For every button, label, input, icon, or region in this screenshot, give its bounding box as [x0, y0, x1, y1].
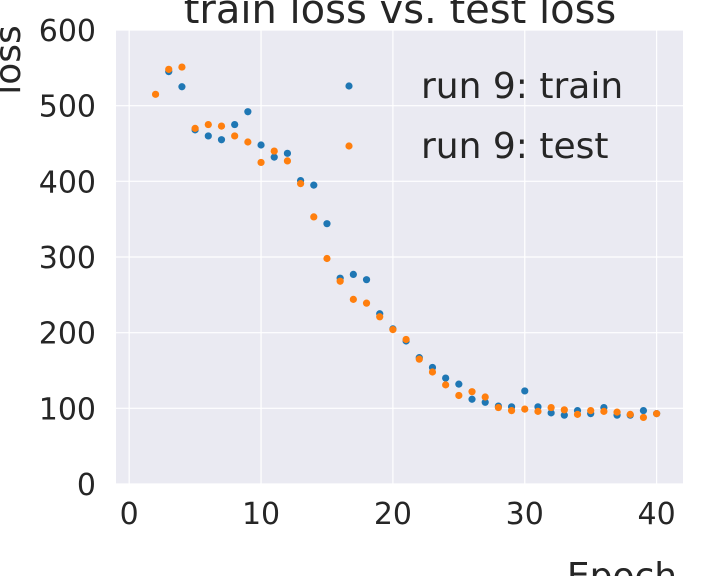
legend-label: run 9: test [421, 126, 609, 167]
series-1-point [481, 393, 489, 401]
y-tick-label: 400 [39, 165, 96, 200]
series-1-point [217, 122, 226, 130]
series-1-point [560, 406, 568, 414]
series-0-point [547, 409, 555, 417]
series-0-point [283, 149, 292, 157]
series-1-point [362, 299, 371, 307]
legend-label: run 9: train [421, 66, 623, 107]
series-1-point [428, 368, 437, 376]
y-tick-label: 500 [39, 90, 96, 125]
series-1-point [573, 410, 582, 418]
y-axis-label: loss [0, 25, 29, 95]
x-tick-label: 10 [242, 497, 280, 532]
series-1-point [494, 403, 502, 412]
series-0-point [270, 153, 278, 161]
series-1-point [191, 124, 199, 132]
series-0-point [481, 398, 489, 406]
x-axis-label: Epoch [567, 556, 677, 576]
series-1-point [297, 180, 305, 188]
series-1-point [257, 158, 265, 167]
legend-marker [345, 142, 353, 150]
series-1-point [244, 138, 252, 146]
series-0-point [560, 411, 568, 419]
series-1-point [231, 132, 239, 140]
series-0-point [323, 220, 331, 228]
series-1-point [547, 403, 555, 412]
y-tick-label: 0 [77, 468, 96, 503]
series-0-point [204, 132, 212, 140]
y-tick-label: 100 [39, 392, 96, 427]
y-tick-label: 600 [39, 14, 96, 49]
series-0-point [257, 141, 265, 149]
x-tick-label: 30 [506, 497, 544, 532]
series-0-point [349, 270, 357, 279]
x-tick-label: 40 [638, 497, 676, 532]
series-0-point [362, 276, 371, 284]
series-0-point [310, 181, 318, 189]
series-1-point [310, 213, 318, 221]
series-1-point [389, 326, 397, 334]
chart-title: train loss vs. test loss [184, 0, 617, 33]
series-0-point [455, 380, 463, 388]
series-1-point [455, 391, 463, 400]
series-1-point [204, 120, 212, 129]
series-1-point [468, 388, 476, 396]
series-1-point [402, 335, 410, 344]
series-1-point [587, 407, 595, 415]
series-1-point [178, 63, 186, 71]
grid [116, 29, 683, 485]
series-1-point [349, 295, 357, 303]
series-1-point [165, 65, 173, 73]
series-0-point [178, 83, 186, 91]
series-0-point [244, 108, 252, 116]
series-1-point [336, 277, 344, 285]
series-1-point [613, 408, 621, 416]
x-tick-label: 20 [374, 497, 412, 532]
series-0-point [639, 407, 648, 415]
series-0-point [442, 374, 450, 382]
series-0-point [231, 120, 239, 129]
series-1-point [626, 410, 634, 418]
series-0-point [468, 395, 476, 403]
series-0-point [521, 387, 529, 395]
series-1-point [376, 313, 384, 321]
data-points [151, 63, 661, 422]
series-1-point [283, 157, 292, 165]
series-1-point [639, 413, 648, 422]
series-1-point [534, 407, 542, 415]
series-0-point [217, 136, 226, 144]
series-1-point [323, 254, 331, 263]
y-tick-label: 300 [39, 241, 96, 276]
legend: run 9: train run 9: test [345, 66, 623, 167]
legend-marker [345, 82, 353, 90]
series-1-point [600, 407, 608, 415]
y-tick-label: 200 [39, 317, 96, 352]
series-1-point [151, 90, 160, 98]
series-1-point [653, 410, 661, 418]
x-tick-label: 0 [120, 497, 139, 532]
series-1-point [521, 405, 529, 413]
series-1-point [442, 381, 450, 389]
series-1-point [270, 147, 278, 155]
series-1-point [507, 407, 516, 415]
series-1-point [415, 355, 423, 363]
